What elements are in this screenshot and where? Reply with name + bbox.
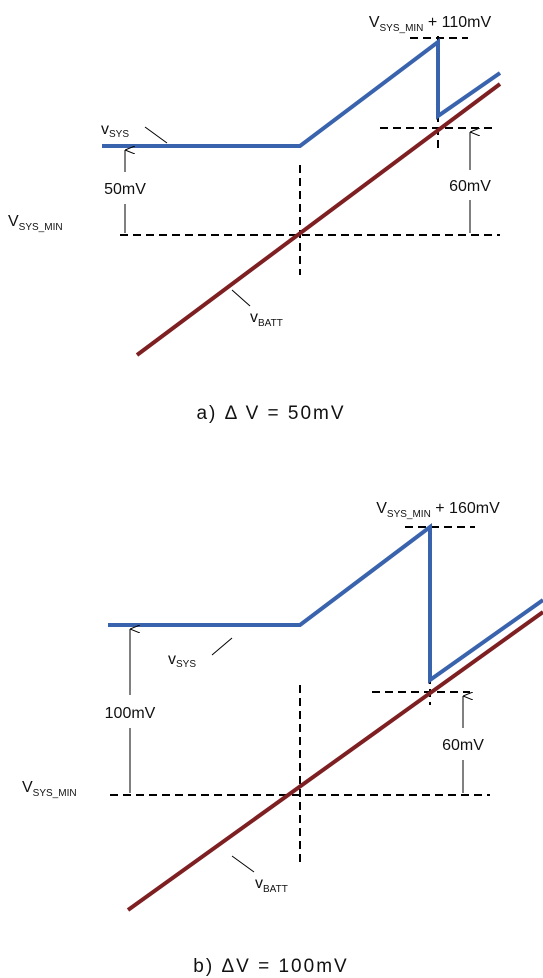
sys-label: vSYS [168,651,196,670]
sys-line [108,522,543,684]
panel-b: VSYS_MIN + 160mV vSYS VSYS_MIN vBATT 100… [22,500,543,977]
caption: a) Δ V = 50mV [196,403,345,424]
min-label: VSYS_MIN [8,213,63,233]
sys-label: vSYS [101,121,129,140]
leader [231,289,251,307]
batt-label: vBATT [255,875,288,895]
sys-line [102,37,502,148]
panel-a: VSYS_MIN + 110mV vSYS VSYS_MIN vBATT 50m… [8,14,502,424]
batt-line [135,82,502,357]
left-delta: 50mV [104,181,146,198]
leader [144,126,168,144]
top-label: VSYS_MIN + 110mV [369,14,492,34]
leader [211,637,233,656]
left-delta: 100mV [105,705,156,722]
right-delta: 60mV [449,178,491,195]
min-label: VSYS_MIN [22,779,77,799]
right-delta: 60mV [442,737,484,754]
leader [231,855,255,873]
batt-line [126,610,543,912]
top-label: VSYS_MIN + 160mV [376,500,500,520]
caption: b) ΔV = 100mV [193,956,348,977]
batt-label: vBATT [250,309,283,329]
